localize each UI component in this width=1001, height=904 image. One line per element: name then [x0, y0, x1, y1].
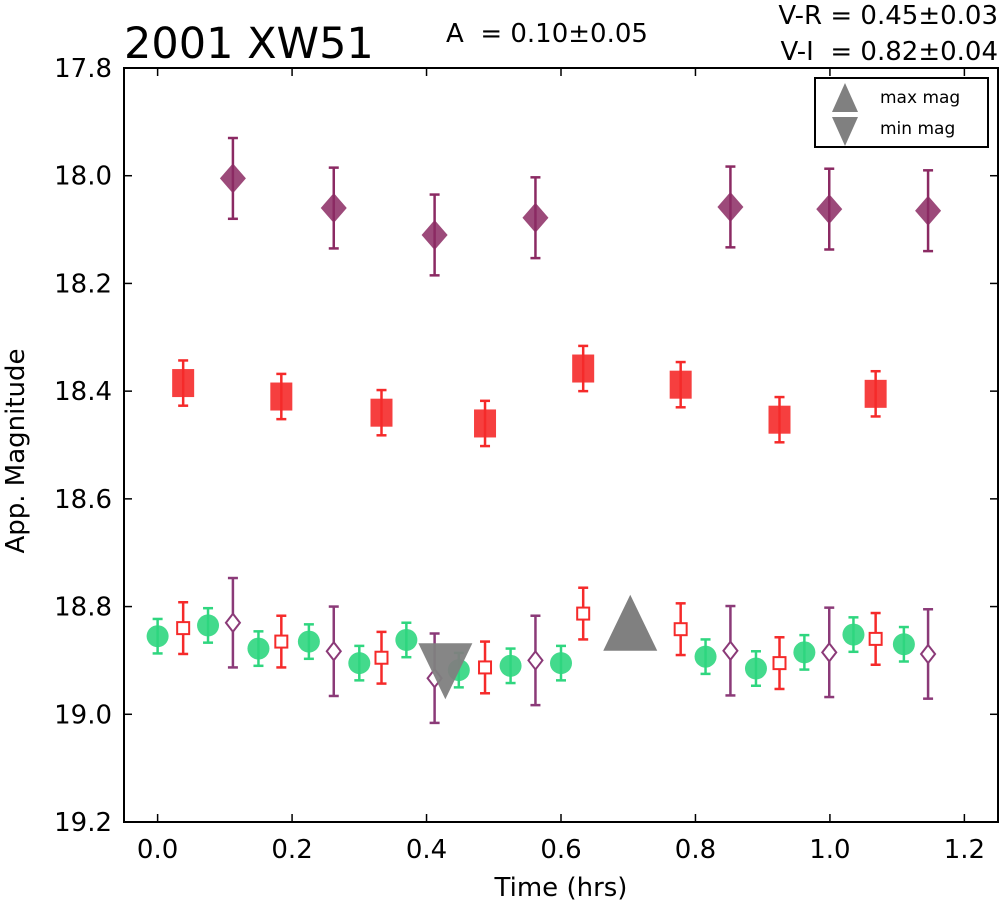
y-tick-label: 18.6: [54, 485, 112, 515]
data-point: [247, 637, 270, 660]
legend-min-mag-marker: [832, 117, 858, 146]
y-tick-label: 19.2: [54, 808, 112, 838]
data-point: [669, 370, 692, 399]
data-point: [370, 398, 393, 427]
plot-frame: [123, 67, 999, 823]
data-point: [572, 354, 595, 383]
data-point: [522, 202, 549, 233]
data-point: [915, 195, 942, 226]
data-point: [224, 612, 242, 634]
data-point: [892, 633, 915, 656]
legend-max-mag-marker: [832, 83, 858, 112]
data-point: [325, 640, 343, 662]
y-tick-label: 18.8: [54, 593, 112, 623]
data-point: [172, 369, 195, 398]
series-circle-filled: [146, 606, 915, 689]
data-point: [320, 193, 347, 224]
x-tick-label: 0.8: [675, 835, 716, 865]
data-point: [772, 656, 787, 671]
x-tick-label: 0.0: [137, 835, 178, 865]
x-axis-label: Time (hrs): [494, 873, 628, 903]
data-point: [868, 631, 883, 646]
y-axis: 17.8 18.0 18.2 18.4 18.6 18.8 19.0 19.2: [54, 54, 998, 838]
data-point: [820, 641, 838, 663]
y-tick-label: 18.4: [54, 377, 112, 407]
y-tick-label: 17.8: [54, 54, 112, 84]
y-tick-label: 19.0: [54, 700, 112, 730]
data-point: [722, 640, 739, 662]
series-triangle-down: [418, 643, 473, 700]
y-tick-label: 18.0: [54, 162, 112, 192]
data-point: [673, 622, 688, 637]
data-point: [474, 409, 497, 438]
data-point: [374, 650, 389, 665]
x-tick-label: 0.4: [406, 835, 447, 865]
data-point: [717, 191, 744, 222]
data-point: [197, 614, 220, 637]
data-point: [395, 628, 418, 651]
vr-color-annotation: V-R = 0.45±0.03: [778, 1, 998, 31]
vi-color-annotation: V-I = 0.82±0.04: [781, 37, 998, 67]
data-point: [146, 625, 169, 648]
data-point: [499, 654, 522, 677]
y-tick-label: 18.2: [54, 269, 112, 299]
data-point: [348, 652, 371, 675]
data-point: [919, 643, 937, 665]
min-mag-marker: [418, 643, 473, 700]
series-diamond-filled: [219, 136, 942, 277]
data-point: [219, 163, 246, 194]
data-point: [842, 623, 865, 646]
chart-title: 2001 XW51: [124, 19, 374, 69]
legend: max mag min mag: [814, 77, 989, 148]
data-point: [527, 649, 544, 672]
data-point: [744, 657, 767, 680]
data-point: [270, 382, 293, 411]
data-point: [274, 634, 289, 649]
x-tick-label: 1.0: [809, 835, 850, 865]
data-point: [768, 405, 791, 434]
legend-min-mag-label: min mag: [880, 119, 955, 139]
data-point: [550, 652, 572, 675]
x-axis: 0.0 0.2 0.4 0.6 0.8 1.0 1.2: [137, 68, 985, 865]
data-point: [297, 630, 320, 653]
y-axis-label: App. Magnitude: [1, 348, 31, 553]
series-triangle-up: [603, 594, 658, 651]
series-square-filled: [172, 344, 887, 448]
plot-area: [146, 136, 942, 725]
x-tick-label: 0.6: [540, 835, 581, 865]
data-point: [478, 660, 493, 675]
data-point: [793, 641, 816, 664]
data-point: [176, 621, 191, 636]
data-point: [694, 645, 717, 668]
data-point: [576, 606, 591, 621]
series-diamond-open: [224, 576, 937, 725]
data-point: [864, 379, 887, 408]
max-mag-marker: [603, 594, 658, 651]
data-point: [421, 219, 448, 250]
series-square-open: [176, 586, 883, 695]
amplitude-annotation: A = 0.10±0.05: [446, 19, 648, 49]
x-tick-label: 1.2: [944, 835, 985, 865]
legend-max-mag-label: max mag: [880, 88, 960, 108]
x-tick-label: 0.2: [271, 835, 312, 865]
data-point: [816, 194, 843, 225]
